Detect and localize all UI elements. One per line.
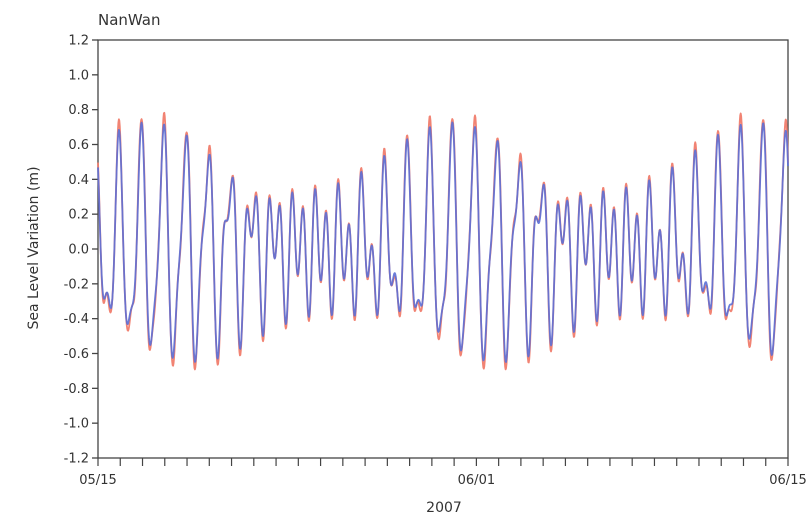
y-tick-label: -0.6 [64,347,89,362]
x-tick-label: 06/01 [458,473,495,488]
y-tick-label: -1.2 [64,452,89,467]
x-tick-label: 05/15 [79,473,116,488]
y-tick-label: 0.4 [68,173,89,188]
y-tick-label: 0.6 [68,138,89,153]
series-layer [97,111,789,371]
y-axis-title: Sea Level Variation (m) [26,166,42,329]
x-axis: 05/15 06/01 06/15 [79,458,807,488]
y-tick-label: -1.0 [64,417,89,432]
y-tick-label: 0.0 [68,243,89,258]
y-tick-label: 1.0 [68,68,89,83]
series-line-2 [97,121,789,363]
x-tick-label: 06/15 [769,473,806,488]
y-tick-label: 1.2 [68,34,89,49]
y-tick-label: -0.2 [64,277,89,292]
y-tick-label: 0.8 [68,103,89,118]
y-axis: -1.2 -1.0 -0.8 -0.6 -0.4 -0.2 0.0 0.2 0.4 0.6 0.8 1… [64,34,98,467]
x-axis-title: 2007 [426,500,462,516]
y-tick-label: -0.8 [64,382,89,397]
y-tick-label: -0.4 [64,312,89,327]
y-tick-label: 0.2 [68,208,89,223]
chart-title: NanWan [98,11,161,29]
